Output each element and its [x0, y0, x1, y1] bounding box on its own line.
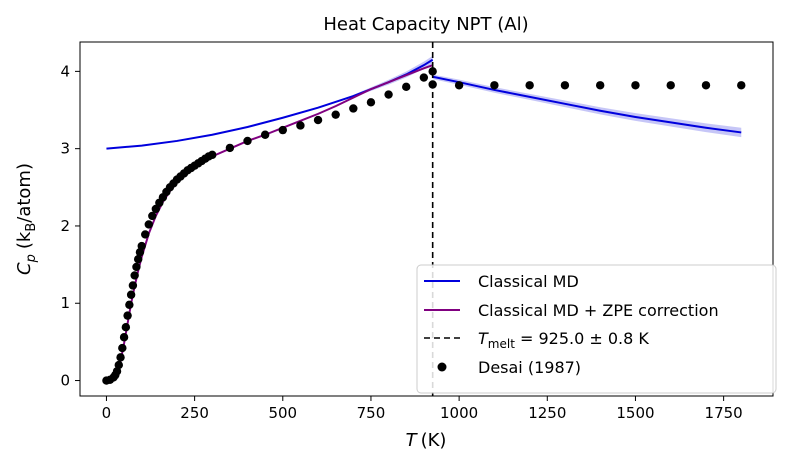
y-tick-label: 3	[60, 140, 70, 158]
desai-point	[121, 323, 131, 332]
legend-label-desai: Desai (1987)	[478, 358, 581, 377]
desai-point	[296, 121, 305, 130]
desai-point	[151, 204, 161, 214]
desai-point	[130, 271, 139, 280]
desai-points	[102, 67, 746, 385]
desai-point	[419, 73, 429, 82]
desai-point	[331, 110, 340, 119]
desai-point	[144, 220, 153, 229]
y-tick-label: 4	[60, 62, 70, 80]
y-tick-label: 1	[60, 294, 70, 312]
y-axis-label-sub: p	[24, 254, 39, 263]
line-classical-md-solid	[106, 58, 434, 150]
desai-point	[428, 67, 437, 76]
desai-point	[701, 81, 711, 90]
chart-title: Heat Capacity NPT (Al)	[323, 14, 528, 35]
desai-point	[116, 353, 125, 362]
desai-point	[366, 98, 376, 107]
desai-point	[349, 104, 358, 113]
desai-point	[278, 125, 287, 135]
y-axis-label-unit-open: (k	[14, 231, 35, 249]
desai-point	[631, 81, 640, 90]
x-tick-label: 1500	[616, 404, 654, 422]
x-tick-label: 250	[180, 404, 209, 422]
desai-point	[313, 115, 323, 125]
desai-point	[402, 82, 411, 92]
y-axis-label-unit-sub: B	[24, 223, 39, 232]
desai-point	[225, 143, 235, 153]
legend-label-classical-md: Classical MD	[478, 272, 579, 291]
desai-point	[428, 80, 437, 89]
x-tick-label: 1750	[705, 404, 743, 422]
x-tick-label: 500	[268, 404, 297, 422]
line-classical-md-liquid	[432, 75, 742, 134]
desai-point	[141, 230, 150, 239]
legend-melt-sub: melt	[488, 337, 515, 351]
x-tick-label: 750	[357, 404, 386, 422]
desai-point	[133, 254, 143, 264]
legend: Classical MD Classical MD + ZPE correcti…	[416, 264, 777, 394]
desai-point	[737, 81, 746, 90]
desai-point	[260, 130, 270, 139]
y-tick-label: 2	[60, 217, 70, 235]
desai-point	[525, 81, 534, 90]
x-tick-label: 1250	[528, 404, 566, 422]
desai-point	[243, 136, 252, 146]
desai-point	[666, 81, 675, 90]
legend-melt-symbol: T	[478, 329, 489, 348]
legend-label-zpe: Classical MD + ZPE correction	[478, 301, 719, 320]
legend-marker-desai	[437, 362, 447, 372]
x-axis-label-unit: (K)	[421, 430, 447, 451]
desai-point	[126, 290, 136, 299]
desai-point	[595, 81, 605, 90]
desai-point	[208, 150, 217, 160]
legend-box	[416, 264, 777, 394]
legend-melt-value: = 925.0 ± 0.8 K	[515, 329, 649, 348]
x-axis-ticks: 0 250 500 750 1000 1250 1500 1750	[102, 396, 743, 422]
y-tick-label: 0	[60, 372, 70, 390]
y-axis-label-unit-close: /atom)	[14, 163, 35, 223]
desai-point	[137, 241, 146, 251]
desai-point	[118, 343, 127, 353]
desai-point	[454, 81, 464, 90]
y-axis-label: Cp (kB/atom)	[14, 163, 39, 275]
desai-point	[128, 281, 138, 290]
x-tick-label: 0	[102, 404, 112, 422]
desai-point	[560, 81, 570, 90]
plot-area	[102, 42, 746, 396]
desai-point	[132, 262, 141, 272]
desai-point	[148, 211, 157, 221]
legend-label-melt: Tmelt = 925.0 ± 0.8 K	[478, 329, 649, 351]
x-axis-label-symbol: T	[406, 430, 419, 451]
y-axis-ticks: 0 1 2 3 4	[60, 62, 80, 390]
desai-point	[490, 81, 499, 90]
desai-point	[125, 300, 134, 309]
desai-point	[384, 90, 393, 99]
desai-point	[114, 360, 123, 370]
plot-frame	[79, 41, 774, 397]
desai-point	[119, 333, 129, 342]
x-tick-label: 1000	[440, 404, 478, 422]
x-axis-label: T (K)	[406, 430, 447, 451]
y-axis-label-symbol: C	[14, 262, 35, 275]
desai-point	[123, 311, 132, 320]
